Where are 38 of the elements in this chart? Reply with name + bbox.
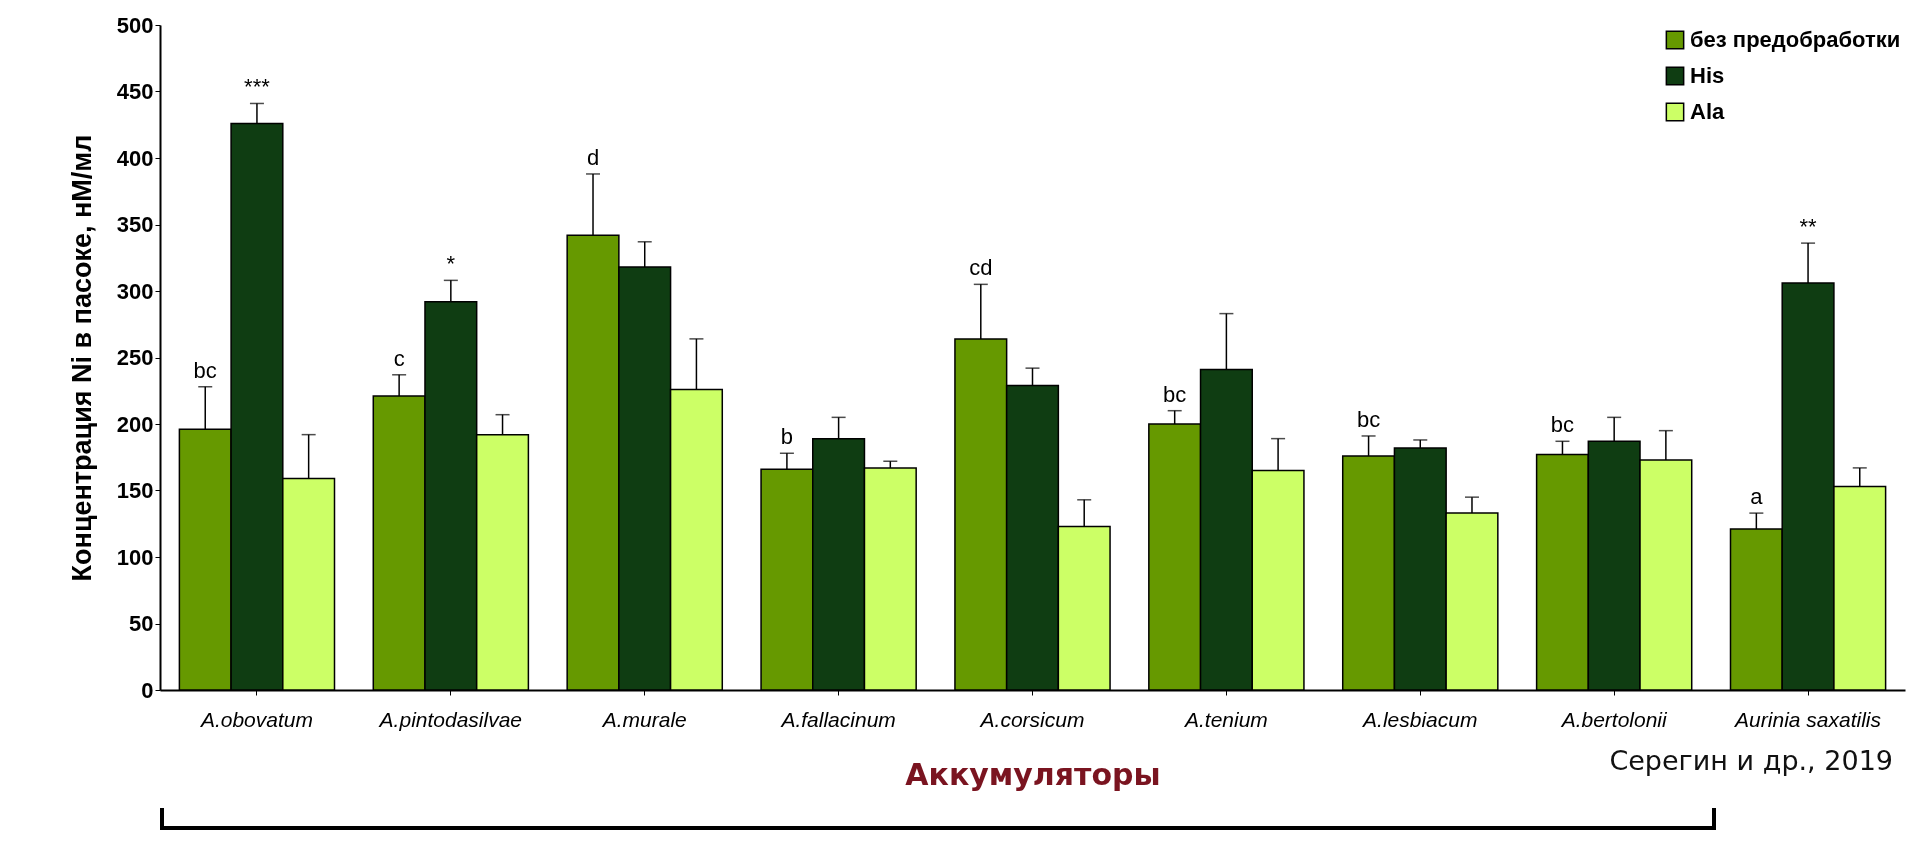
data-label: *	[446, 251, 456, 277]
x-axis-title: Аккумуляторы	[905, 756, 1161, 792]
y-tick-label: 350	[116, 212, 154, 237]
text: Серегин и др., 2019	[1609, 745, 1893, 776]
x-tick-label: Aurinia saxatilis	[1733, 707, 1882, 731]
y-tick-label: 100	[116, 544, 154, 570]
y-axis-title: Концентрация Ni в пасоке, нМ/мл	[66, 134, 97, 582]
y-tick-label: 150	[116, 478, 154, 503]
x-tick-label: A.pintodasilvae	[377, 707, 523, 731]
y-tick-label: 0	[141, 677, 154, 703]
data-label: bc	[193, 357, 217, 383]
data-label: b	[780, 424, 794, 450]
legend-label: His	[1690, 63, 1725, 88]
legend-label: без предобработки	[1690, 27, 1901, 52]
y-tick-label: 250	[116, 345, 154, 370]
data-label: bc	[1550, 412, 1575, 438]
data-label: a	[1750, 484, 1764, 510]
data-label: bc	[1163, 381, 1187, 407]
y-tick-label: 200	[116, 411, 154, 437]
x-tick-label: A.tenium	[1182, 707, 1268, 731]
x-tick-label: A.murale	[600, 707, 687, 731]
x-tick-label: A.bertolonii	[1559, 707, 1669, 731]
data-label: cd	[969, 255, 993, 281]
y-tick-label: 500	[116, 12, 154, 38]
data-label: d	[586, 144, 600, 170]
y-tick-label: 450	[116, 79, 154, 104]
legend-label: Ala	[1690, 99, 1725, 124]
x-tick-label: A.fallacinum	[779, 707, 896, 731]
x-tick-label: A.corsicum	[978, 707, 1085, 731]
x-tick-label: A.lesbiacum	[1361, 707, 1478, 731]
y-tick-label: 400	[116, 145, 154, 171]
data-label: ***	[244, 74, 271, 100]
x-tick-label: A.obovatum	[198, 707, 313, 731]
data-label: **	[1799, 214, 1818, 240]
y-tick-label: 50	[129, 611, 154, 636]
data-label: bc	[1356, 406, 1381, 432]
y-tick-label: 300	[116, 278, 154, 304]
data-label: c	[393, 345, 405, 371]
